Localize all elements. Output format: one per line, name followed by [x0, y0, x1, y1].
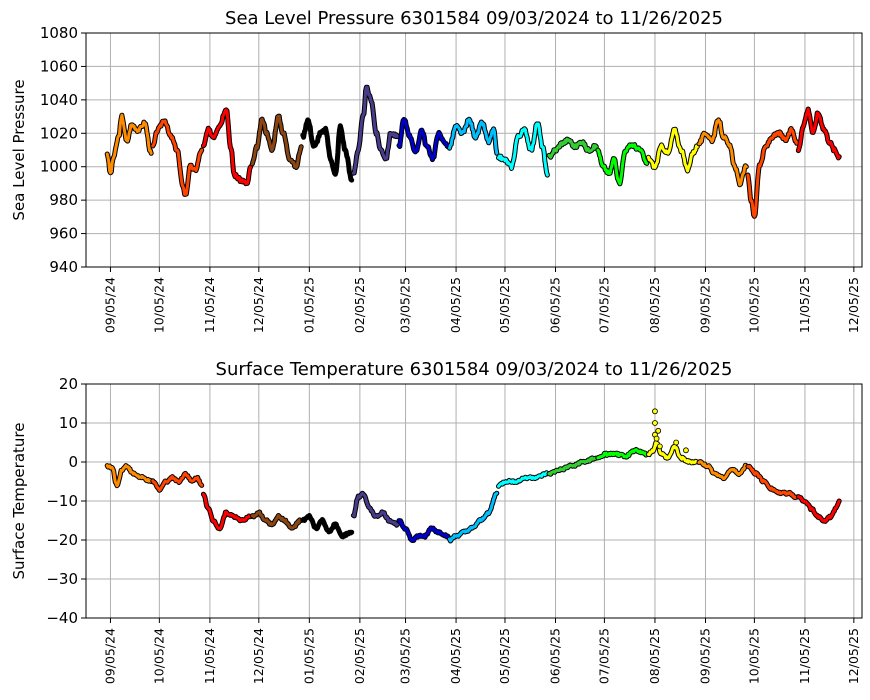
series-line [746, 127, 799, 218]
series-line [250, 510, 303, 530]
x-tick-label: 11/05/24 [202, 277, 217, 333]
x-tick-label: 12/05/24 [251, 277, 266, 333]
x-tick-label: 03/05/25 [398, 277, 413, 333]
plot-frame [85, 383, 863, 619]
x-tick-label: 07/05/25 [596, 277, 611, 333]
data-point [653, 435, 660, 442]
series-line [448, 117, 499, 155]
series-line [448, 491, 499, 543]
chart-title: Sea Level Pressure 6301584 09/03/2024 to… [225, 8, 723, 29]
series-line [697, 460, 748, 481]
x-tick-label: 12/05/25 [846, 628, 861, 684]
series-line [646, 441, 699, 465]
x-tick-label: 03/05/25 [398, 628, 413, 684]
x-tick-label: 09/05/24 [102, 277, 117, 333]
series-line [596, 143, 649, 186]
data-point [683, 447, 689, 454]
series-line [646, 127, 699, 173]
x-tick-label: 11/05/25 [797, 628, 812, 684]
series-line [497, 122, 549, 177]
series-line [547, 137, 598, 159]
x-tick-label: 07/05/25 [596, 628, 611, 684]
series-line [351, 85, 399, 175]
data-point [652, 420, 658, 426]
y-tick-label: −10 [46, 492, 78, 510]
series-line [151, 471, 204, 492]
x-tick-label: 12/05/25 [846, 277, 861, 333]
series-line [105, 464, 153, 488]
series-line [547, 456, 598, 476]
y-tick-label: 1060 [40, 57, 78, 75]
pressure-chart: 940 960 980 1000 1020 1040 1060 1080 09/05/24 10/… [10, 8, 863, 333]
x-tick-label: 09/05/24 [102, 628, 117, 684]
y-tick-label: 1000 [40, 158, 78, 176]
data-point [652, 408, 658, 415]
x-tick-label: 06/05/25 [548, 628, 563, 684]
x-tick-label: 02/05/25 [352, 277, 367, 333]
y-tick-label: −30 [46, 570, 78, 588]
x-tick-label: 05/05/25 [497, 277, 512, 333]
x-tick-label: 04/05/25 [448, 277, 463, 333]
data-point [673, 439, 680, 446]
x-tick-label: 11/05/24 [202, 628, 217, 684]
data-point [656, 443, 663, 450]
series-line [351, 491, 399, 527]
x-tick-label: 08/05/25 [647, 628, 662, 684]
y-tick-label: 0 [68, 453, 78, 471]
data-point [655, 427, 662, 434]
x-tick-label: 02/05/25 [352, 628, 367, 684]
y-axis-label: Sea Level Pressure [10, 79, 28, 220]
x-tick-label: 10/05/25 [746, 277, 761, 333]
series-line [201, 108, 253, 186]
series-line [796, 495, 841, 523]
y-tick-label: 1020 [40, 124, 78, 142]
plot-frame [85, 32, 863, 268]
x-tick-label: 11/05/25 [797, 277, 812, 333]
y-tick-label: 10 [59, 414, 78, 432]
series-line [250, 114, 303, 169]
x-tick-label: 10/05/24 [151, 277, 166, 333]
series-line [105, 113, 153, 175]
x-tick-label: 09/05/25 [697, 277, 712, 333]
x-tick-label: 04/05/25 [448, 628, 463, 684]
series-line [397, 118, 450, 162]
y-tick-label: 960 [49, 225, 78, 243]
x-tick-label: 05/05/25 [497, 628, 512, 684]
series-line [151, 119, 204, 196]
x-tick-label: 06/05/25 [548, 277, 563, 333]
y-axis-label: Surface Temperature [10, 423, 28, 580]
x-tick-label: 01/05/25 [301, 277, 316, 333]
series-line [746, 464, 799, 500]
x-tick-label: 01/05/25 [301, 628, 316, 684]
chart-title: Surface Temperature 6301584 09/03/2024 t… [216, 359, 733, 380]
x-tick-label: 10/05/25 [746, 628, 761, 684]
x-tick-label: 09/05/25 [697, 628, 712, 684]
series-line [796, 107, 841, 160]
y-tick-label: −20 [46, 531, 78, 549]
series-line [596, 448, 649, 460]
series-line [201, 492, 253, 531]
y-tick-label: 940 [49, 258, 78, 276]
series-line [301, 514, 354, 539]
y-tick-label: 980 [49, 191, 78, 209]
series-line [497, 471, 549, 488]
series-line [301, 118, 354, 182]
y-tick-label: 1040 [40, 91, 78, 109]
x-tick-label: 08/05/25 [647, 277, 662, 333]
y-tick-label: −40 [46, 609, 78, 627]
series-line [397, 519, 450, 542]
y-tick-label: 20 [59, 375, 78, 393]
temperature-chart: −40 −30 −20 −10 0 10 20 09/05/24 10/05/24 11/05/2… [10, 359, 863, 684]
x-tick-label: 12/05/24 [251, 628, 266, 684]
series-line [697, 118, 748, 187]
x-tick-label: 10/05/24 [151, 628, 166, 684]
y-tick-label: 1080 [40, 24, 78, 42]
